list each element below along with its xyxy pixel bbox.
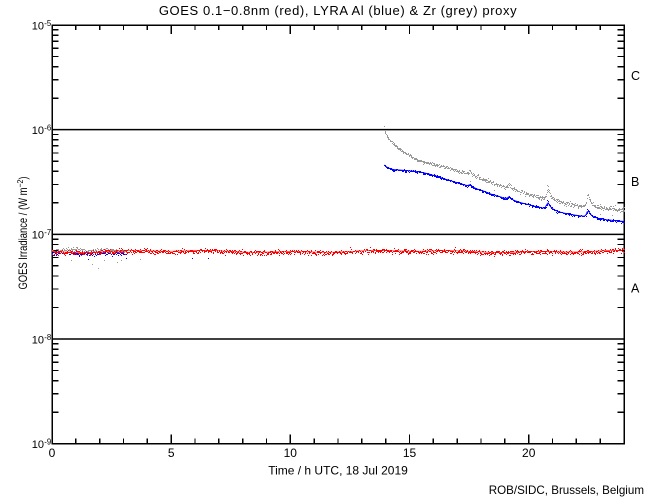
svg-text:0: 0 — [49, 446, 56, 460]
svg-text:ROB/SIDC, Brussels, Belgium: ROB/SIDC, Brussels, Belgium — [489, 484, 644, 497]
svg-text:B: B — [631, 175, 639, 189]
svg-text:10: 10 — [284, 446, 298, 460]
svg-text:10: 10 — [32, 230, 44, 242]
svg-text:-9: -9 — [44, 438, 51, 447]
svg-text:10: 10 — [32, 20, 44, 32]
svg-text:C: C — [631, 69, 640, 83]
svg-text:5: 5 — [168, 446, 175, 460]
svg-text:-8: -8 — [44, 333, 51, 342]
svg-text:15: 15 — [403, 446, 417, 460]
svg-text:Time / h UTC, 18 Jul 2019: Time / h UTC, 18 Jul 2019 — [268, 464, 408, 478]
svg-text:20: 20 — [522, 446, 536, 460]
svg-text:A: A — [631, 282, 640, 296]
svg-text:10: 10 — [32, 439, 44, 451]
svg-text:-7: -7 — [44, 228, 51, 237]
svg-text:-5: -5 — [44, 19, 52, 28]
svg-text:GOES Irradiance / (W m−2): GOES Irradiance / (W m−2) — [15, 176, 30, 289]
svg-text:-6: -6 — [44, 124, 51, 133]
svg-text:10: 10 — [32, 125, 44, 137]
svg-text:10: 10 — [32, 334, 44, 346]
svg-text:GOES 0.1−0.8nm (red), LYRA Al: GOES 0.1−0.8nm (red), LYRA Al (blue) & Z… — [159, 3, 517, 18]
